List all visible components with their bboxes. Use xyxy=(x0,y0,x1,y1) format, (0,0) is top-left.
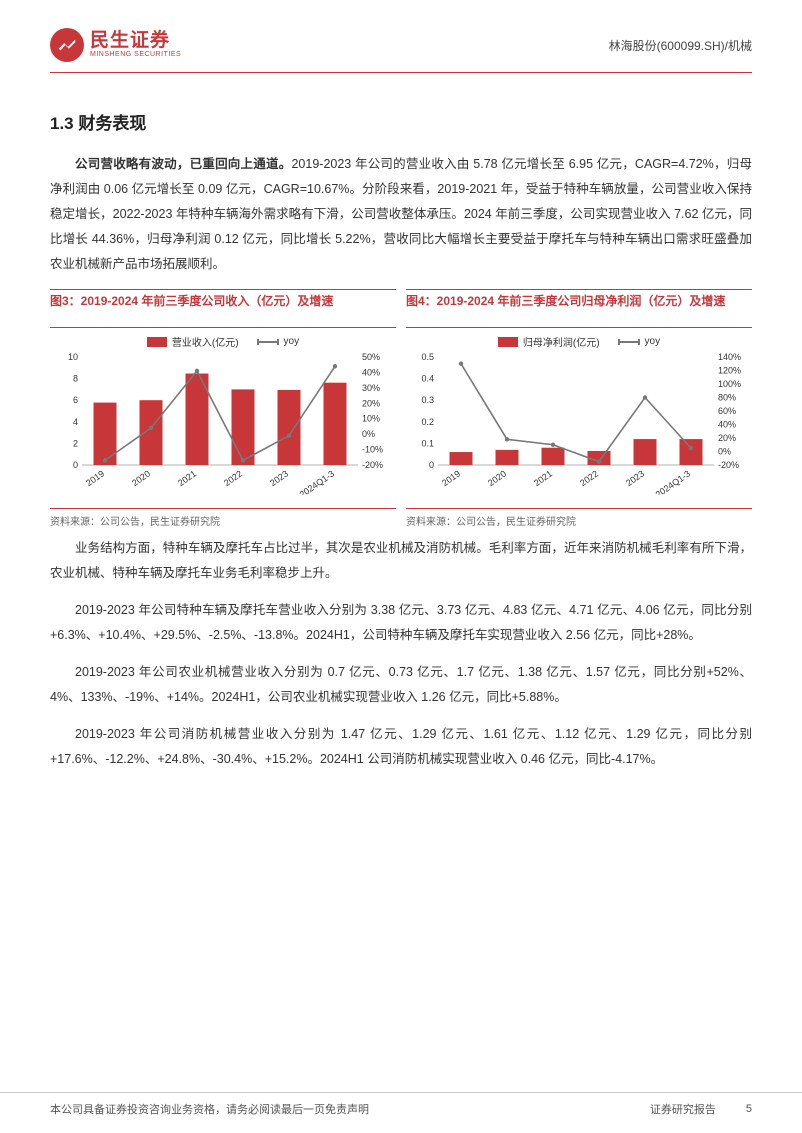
svg-text:8: 8 xyxy=(73,374,78,384)
svg-text:-10%: -10% xyxy=(362,445,383,455)
svg-text:0: 0 xyxy=(429,460,434,470)
chart3-column: 图3：2019-2024 年前三季度公司收入（亿元）及增速 营业收入(亿元) y… xyxy=(50,289,396,528)
svg-text:30%: 30% xyxy=(362,383,380,393)
chart4-legend-line: yoy xyxy=(645,336,661,347)
footer-page-no: 5 xyxy=(746,1103,752,1115)
svg-text:0%: 0% xyxy=(718,447,731,457)
svg-text:2: 2 xyxy=(73,438,78,448)
svg-text:2019: 2019 xyxy=(84,468,106,488)
svg-text:2023: 2023 xyxy=(624,468,646,488)
page-footer: 本公司具备证券投资咨询业务资格，请务必阅读最后一页免责声明 证券研究报告 5 xyxy=(0,1092,802,1133)
svg-text:40%: 40% xyxy=(362,367,380,377)
svg-text:2022: 2022 xyxy=(222,468,244,488)
paragraph-3: 2019-2023 年公司特种车辆及摩托车营业收入分别为 3.38 亿元、3.7… xyxy=(50,598,752,648)
paragraph-4: 2019-2023 年公司农业机械营业收入分别为 0.7 亿元、0.73 亿元、… xyxy=(50,660,752,710)
p1-lead: 公司营收略有波动，已重回向上通道。 xyxy=(75,157,291,171)
logo-icon xyxy=(50,28,84,62)
ticker-label: 林海股份(600099.SH)/机械 xyxy=(609,37,752,54)
p1-body: 2019-2023 年公司的营业收入由 5.78 亿元增长至 6.95 亿元，C… xyxy=(50,157,752,271)
paragraph-5: 2019-2023 年公司消防机械营业收入分别为 1.47 亿元、1.29 亿元… xyxy=(50,722,752,772)
svg-text:120%: 120% xyxy=(718,366,741,376)
svg-text:6: 6 xyxy=(73,395,78,405)
logo-text-cn: 民生证券 xyxy=(90,31,181,50)
paragraph-2: 业务结构方面，特种车辆及摩托车占比过半，其次是农业机械及消防机械。毛利率方面，近… xyxy=(50,536,752,586)
page-header: 民生证券 MINSHENG SECURITIES 林海股份(600099.SH)… xyxy=(50,28,752,73)
svg-text:20%: 20% xyxy=(362,398,380,408)
chart4-title: 图4：2019-2024 年前三季度公司归母净利润（亿元）及增速 xyxy=(406,289,752,327)
chart3-legend-line: yoy xyxy=(284,336,300,347)
svg-text:2020: 2020 xyxy=(130,468,152,488)
section-title: 1.3 财务表现 xyxy=(50,109,752,134)
chart4-legend: 归母净利润(亿元) yoy xyxy=(408,334,750,349)
chart3-source: 资料来源：公司公告，民生证券研究院 xyxy=(50,509,396,528)
svg-text:80%: 80% xyxy=(718,393,736,403)
chart4-column: 图4：2019-2024 年前三季度公司归母净利润（亿元）及增速 归母净利润(亿… xyxy=(406,289,752,528)
svg-text:0: 0 xyxy=(73,460,78,470)
chart3-title: 图3：2019-2024 年前三季度公司收入（亿元）及增速 xyxy=(50,289,396,327)
svg-text:2020: 2020 xyxy=(486,468,508,488)
svg-text:100%: 100% xyxy=(718,379,741,389)
chart4-box: 归母净利润(亿元) yoy 0 0.1 0.2 0.3 0.4 0.5 -20% 0% 20% 4… xyxy=(406,327,752,509)
svg-text:2021: 2021 xyxy=(176,468,198,488)
line-swatch-icon xyxy=(618,341,640,343)
chart4-source: 资料来源：公司公告，民生证券研究院 xyxy=(406,509,752,528)
svg-text:20%: 20% xyxy=(718,433,736,443)
svg-text:10: 10 xyxy=(68,353,78,362)
svg-text:0.1: 0.1 xyxy=(421,438,434,448)
chart3-legend: 营业收入(亿元) yoy xyxy=(52,334,394,349)
svg-text:2019: 2019 xyxy=(440,468,462,488)
chart3-legend-bar: 营业收入(亿元) xyxy=(172,334,239,349)
logo-text-en: MINSHENG SECURITIES xyxy=(90,50,181,60)
svg-text:50%: 50% xyxy=(362,353,380,362)
bar-swatch-icon xyxy=(147,337,167,347)
charts-row: 图3：2019-2024 年前三季度公司收入（亿元）及增速 营业收入(亿元) y… xyxy=(50,289,752,528)
footer-disclaimer: 本公司具备证券投资咨询业务资格，请务必阅读最后一页免责声明 xyxy=(50,1101,369,1117)
svg-text:0.2: 0.2 xyxy=(421,417,434,427)
svg-text:40%: 40% xyxy=(718,420,736,430)
chart4-plot: 0 0.1 0.2 0.3 0.4 0.5 -20% 0% 20% 40% 60% 80% 100% 12… xyxy=(408,353,750,495)
svg-text:2022: 2022 xyxy=(578,468,600,488)
paragraph-1: 公司营收略有波动，已重回向上通道。2019-2023 年公司的营业收入由 5.7… xyxy=(50,152,752,277)
chart3-plot: 0 2 4 6 8 10 -20% -10% 0% 10% 20% 30% 40% 50% 2019 2020… xyxy=(52,353,394,495)
svg-text:0.5: 0.5 xyxy=(421,353,434,362)
svg-text:0.3: 0.3 xyxy=(421,395,434,405)
svg-text:4: 4 xyxy=(73,417,78,427)
svg-text:2021: 2021 xyxy=(532,468,554,488)
svg-text:2024Q1-3: 2024Q1-3 xyxy=(654,468,693,495)
line-swatch-icon xyxy=(257,341,279,343)
logo-block: 民生证券 MINSHENG SECURITIES xyxy=(50,28,181,62)
svg-text:0%: 0% xyxy=(362,429,375,439)
chart4-legend-bar: 归母净利润(亿元) xyxy=(523,334,600,349)
svg-text:10%: 10% xyxy=(362,414,380,424)
svg-text:60%: 60% xyxy=(718,406,736,416)
svg-text:-20%: -20% xyxy=(718,460,739,470)
svg-text:2024Q1-3: 2024Q1-3 xyxy=(298,468,337,495)
bar-swatch-icon xyxy=(498,337,518,347)
svg-text:2023: 2023 xyxy=(268,468,290,488)
svg-text:0.4: 0.4 xyxy=(421,374,434,384)
svg-text:140%: 140% xyxy=(718,353,741,362)
svg-text:-20%: -20% xyxy=(362,460,383,470)
footer-report-type: 证券研究报告 xyxy=(650,1101,716,1117)
chart3-box: 营业收入(亿元) yoy 0 2 4 6 8 10 -20% -10% 0% 10% 20% 30% 4… xyxy=(50,327,396,509)
